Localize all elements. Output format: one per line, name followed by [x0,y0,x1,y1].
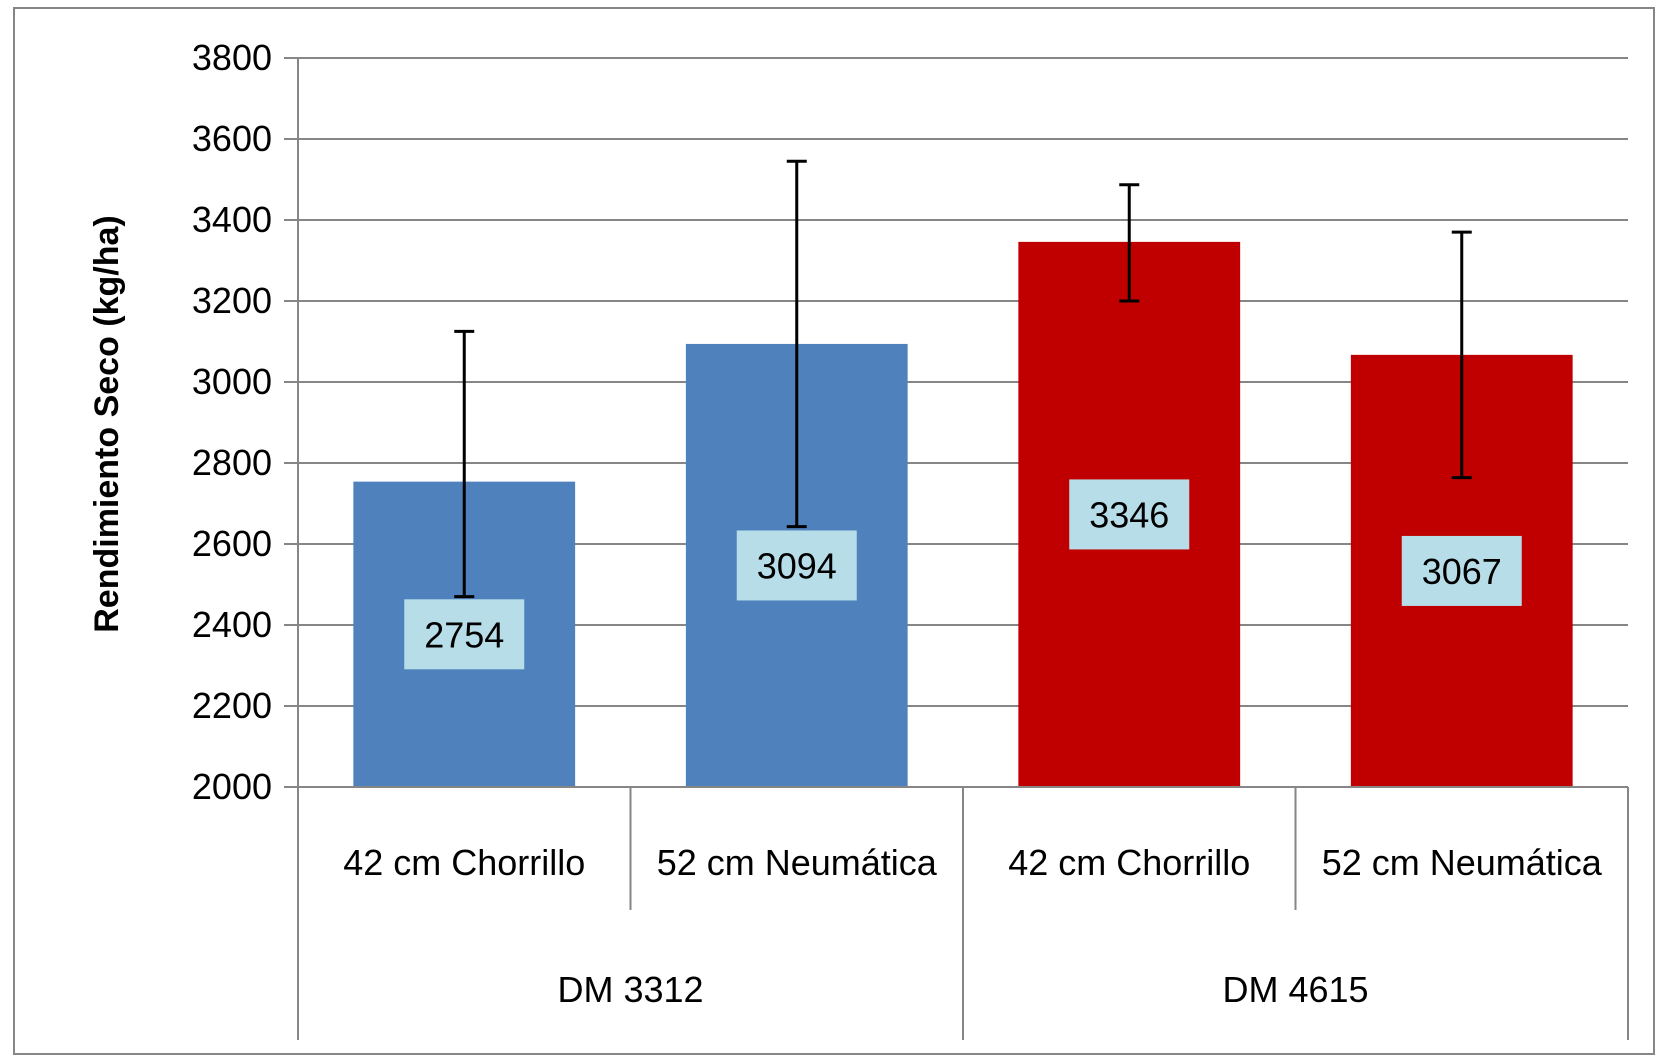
data-label-box [1401,535,1522,606]
data-label-box [1069,479,1190,550]
x-group-label: DM 3312 [557,969,703,1010]
x-category-label: 52 cm Neumática [1322,842,1603,883]
axes [297,58,1629,1040]
data-label-box [404,599,525,670]
data-label: 3067 [1422,551,1502,592]
y-tick-label: 3600 [192,118,272,159]
x-category-label: 52 cm Neumática [657,842,938,883]
data-label: 3094 [757,545,837,586]
y-tick-label: 2400 [192,604,272,645]
y-tick-label: 2200 [192,685,272,726]
y-tick-label: 2800 [192,442,272,483]
y-tick-label: 3000 [192,361,272,402]
x-category-label: 42 cm Chorrillo [1008,842,1250,883]
x-group-label: DM 4615 [1222,969,1368,1010]
data-label-box [736,530,857,601]
x-category-labels: 42 cm Chorrillo 52 cm Neumática 42 cm Chor… [343,842,1603,1010]
y-tick-label: 2600 [192,523,272,564]
y-tick-label: 3200 [192,280,272,321]
y-tick-labels: 2000 2200 2400 2600 2800 3000 3200 3400 3600 3800 [192,37,298,807]
y-tick-label: 3800 [192,37,272,78]
y-tick-label: 2000 [192,766,272,807]
error-bars [454,159,1472,599]
data-label: 2754 [424,614,504,655]
data-labels: 2754 3094 3346 3067 [404,479,1522,670]
y-axis-label: Rendimiento Seco (kg/ha) [88,215,126,633]
y-tick-label: 3400 [192,199,272,240]
data-label: 3346 [1089,494,1169,535]
x-category-label: 42 cm Chorrillo [343,842,585,883]
